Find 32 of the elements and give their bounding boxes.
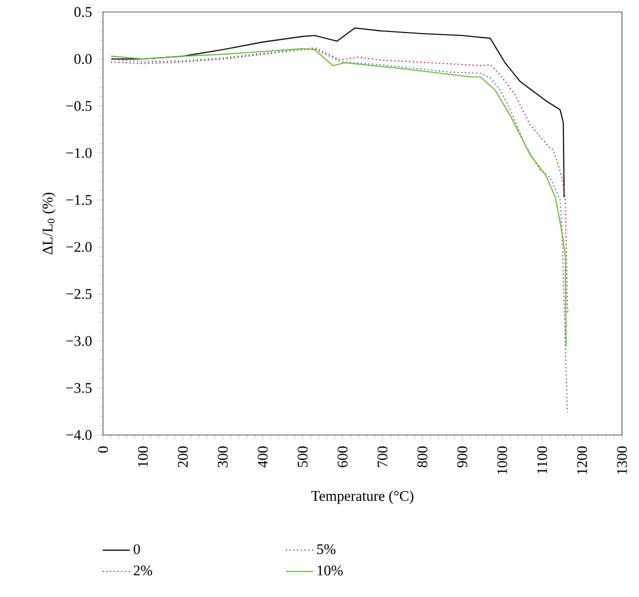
x-tick-label: 1100 bbox=[537, 446, 548, 474]
y-tick-label: 0.5 bbox=[74, 7, 92, 17]
line-series bbox=[110, 27, 565, 198]
x-tick-label: 500 bbox=[298, 446, 308, 467]
x-tick-label: 600 bbox=[338, 446, 348, 468]
legend-label: 10% bbox=[318, 566, 343, 576]
x-tick-label: 400 bbox=[258, 446, 268, 468]
x-tick-label: 800 bbox=[417, 446, 428, 468]
y-tick-label: −3.0 bbox=[66, 336, 92, 346]
x-tick-label: 700 bbox=[378, 446, 388, 467]
y-tick-label: −3.5 bbox=[66, 383, 92, 393]
y-tick-label: −2.0 bbox=[66, 242, 92, 252]
legend-label: 0 bbox=[134, 544, 140, 554]
legend-label: 5% bbox=[317, 544, 336, 554]
x-tick-label: 100 bbox=[138, 446, 148, 467]
x-tick-label: 1300 bbox=[617, 446, 627, 474]
x-tick-label: 200 bbox=[178, 446, 188, 468]
x-tick-label: 300 bbox=[218, 446, 228, 468]
y-axis-title: ΔL/L$_{0}$ (%) bbox=[42, 192, 56, 254]
x-tick-label: 0 bbox=[98, 446, 108, 453]
y-tick-label: −1.0 bbox=[66, 148, 92, 158]
x-tick-label: 900 bbox=[457, 446, 468, 468]
y-tick-label: −0.5 bbox=[66, 101, 92, 111]
y-tick-label: 0.0 bbox=[74, 54, 92, 64]
y-tick-label: −4.0 bbox=[66, 430, 92, 440]
line-series bbox=[110, 48, 568, 413]
y-tick-label: −2.5 bbox=[66, 289, 92, 299]
legend-label: 2% bbox=[134, 566, 152, 576]
x-tick-label: 1200 bbox=[577, 446, 588, 474]
x-tick-label: 1000 bbox=[497, 446, 508, 474]
y-tick-label: −1.5 bbox=[66, 195, 92, 205]
x-axis-title: Temperature (°C) bbox=[311, 490, 414, 504]
